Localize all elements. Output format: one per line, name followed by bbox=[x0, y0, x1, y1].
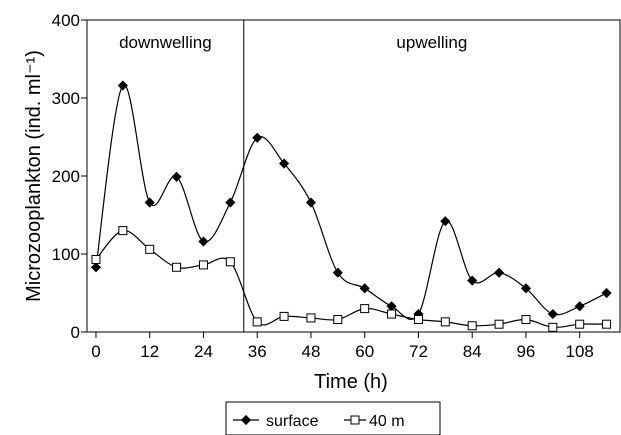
data-point-40-m bbox=[521, 315, 531, 325]
region-labels: downwelling upwelling bbox=[119, 33, 467, 52]
data-point-40-m bbox=[467, 321, 477, 331]
data-point-surface bbox=[467, 275, 478, 286]
data-point-surface bbox=[305, 197, 317, 208]
series-surface bbox=[90, 80, 612, 321]
data-point-40-m bbox=[548, 322, 558, 332]
series-group bbox=[90, 80, 612, 332]
region-label-upwelling: upwelling bbox=[396, 33, 467, 52]
data-point-surface bbox=[332, 267, 343, 278]
y-tick-label: 400 bbox=[52, 11, 80, 30]
data-point-surface bbox=[198, 236, 209, 247]
x-tick-label: 24 bbox=[194, 342, 213, 361]
data-point-surface bbox=[601, 287, 612, 299]
legend-label-surface: surface bbox=[266, 413, 319, 430]
data-point-surface bbox=[117, 80, 128, 91]
data-point-40-m bbox=[413, 315, 423, 325]
data-point-40-m bbox=[252, 317, 262, 327]
data-point-surface bbox=[386, 301, 397, 312]
x-axis: 0 12 24 36 48 60 72 84 96 108 bbox=[91, 332, 594, 361]
data-point-surface bbox=[90, 262, 102, 273]
data-point-surface bbox=[225, 197, 236, 208]
data-point-surface bbox=[574, 301, 585, 312]
data-point-40-m bbox=[118, 226, 128, 236]
data-point-40-m bbox=[198, 260, 208, 270]
data-point-surface bbox=[279, 158, 290, 169]
x-tick-label: 12 bbox=[140, 342, 159, 361]
series-40-m bbox=[91, 226, 612, 332]
data-point-40-m bbox=[494, 319, 504, 329]
x-tick-label: 96 bbox=[516, 342, 535, 361]
plot-frame bbox=[86, 19, 621, 333]
data-point-surface bbox=[144, 197, 155, 208]
data-point-40-m bbox=[333, 315, 343, 325]
region-label-downwelling: downwelling bbox=[119, 33, 212, 52]
data-point-40-m bbox=[91, 254, 101, 264]
legend-box bbox=[225, 401, 441, 435]
y-tick-label: 100 bbox=[52, 245, 80, 264]
data-point-surface bbox=[359, 283, 370, 294]
x-tick-label: 108 bbox=[566, 342, 594, 361]
x-tick-label: 72 bbox=[409, 342, 428, 361]
data-point-surface bbox=[494, 267, 505, 278]
series-line-surface bbox=[95, 84, 607, 321]
y-axis-title: Microzooplankton (ind. ml⁻¹) bbox=[23, 50, 45, 302]
data-point-40-m bbox=[602, 319, 612, 329]
legend: surface 40 m bbox=[225, 401, 441, 435]
x-tick-label: 48 bbox=[301, 342, 320, 361]
x-tick-label: 36 bbox=[248, 342, 267, 361]
data-point-40-m bbox=[279, 311, 289, 321]
y-axis: 0 100 200 300 400 bbox=[52, 11, 87, 342]
data-point-40-m bbox=[172, 262, 182, 272]
y-tick-label: 300 bbox=[52, 89, 80, 108]
x-tick-label: 0 bbox=[91, 342, 100, 361]
data-point-40-m bbox=[387, 309, 397, 319]
series-line-40-m bbox=[95, 229, 607, 329]
x-tick-label: 84 bbox=[463, 342, 482, 361]
data-point-surface bbox=[440, 216, 451, 227]
data-point-40-m bbox=[360, 304, 370, 314]
legend-marker-surface bbox=[240, 414, 252, 426]
data-point-40-m bbox=[145, 244, 155, 254]
x-axis-title: Time (h) bbox=[314, 371, 388, 393]
data-point-surface bbox=[171, 171, 182, 182]
data-point-surface bbox=[252, 132, 263, 143]
y-tick-label: 0 bbox=[71, 323, 80, 342]
data-point-surface bbox=[520, 283, 532, 294]
data-point-40-m bbox=[575, 319, 585, 329]
data-point-surface bbox=[547, 308, 558, 320]
y-tick-label: 200 bbox=[52, 167, 80, 186]
data-point-40-m bbox=[306, 313, 316, 323]
data-point-40-m bbox=[225, 257, 235, 267]
data-point-40-m bbox=[440, 317, 450, 327]
legend-label-40-m: 40 m bbox=[369, 413, 405, 430]
x-tick-label: 60 bbox=[355, 342, 374, 361]
legend-marker-40-m bbox=[350, 415, 360, 425]
